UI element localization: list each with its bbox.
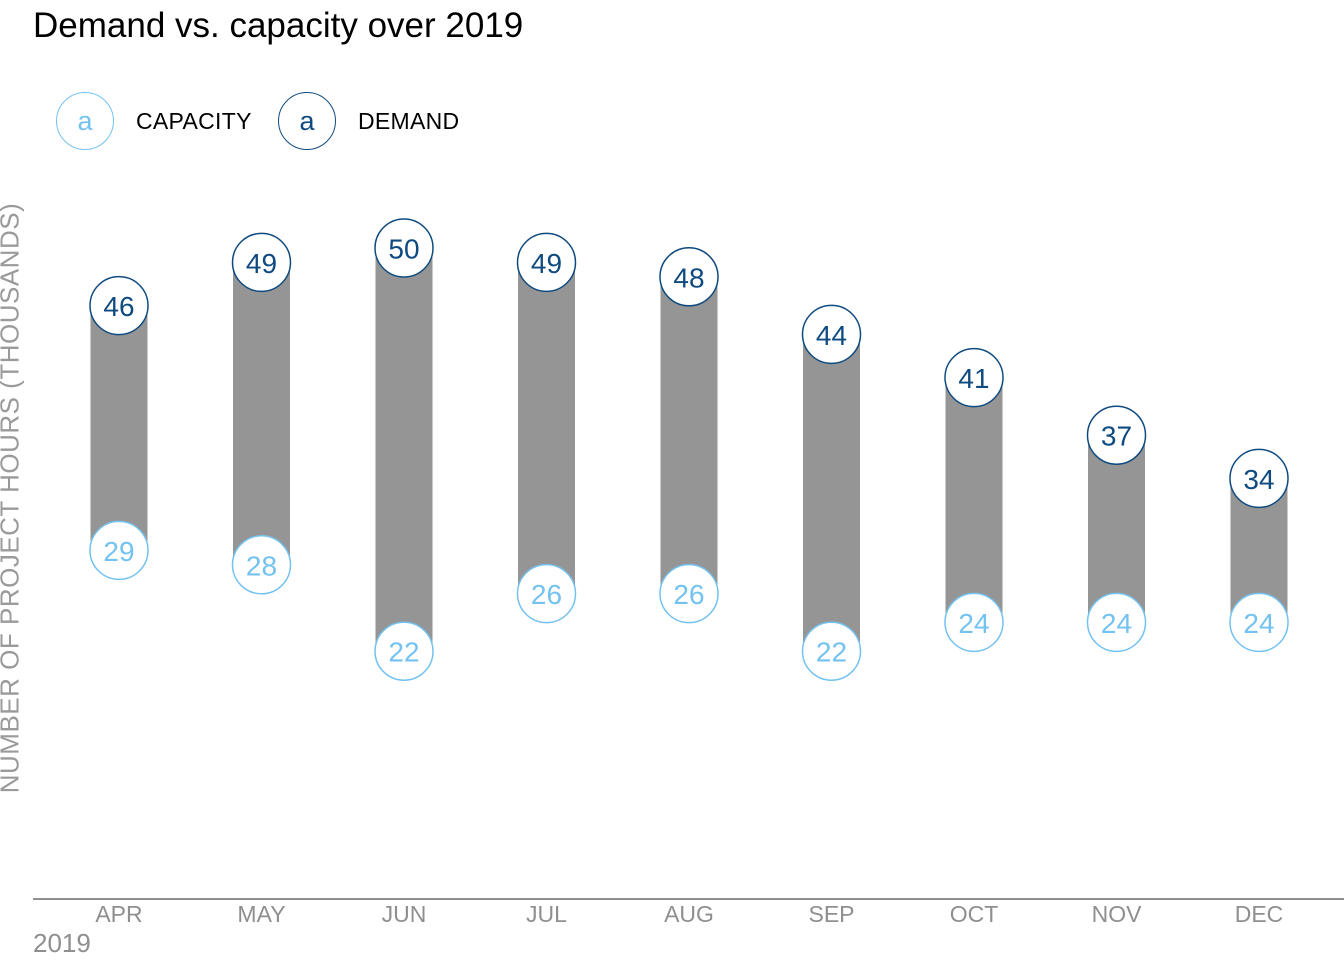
demand-value-label: 50 (388, 234, 419, 265)
legend-swatch-capacity: a (56, 92, 114, 150)
demand-point (1229, 448, 1289, 509)
x-tick-label: DEC (1235, 901, 1284, 927)
x-axis-year-label: 2019 (33, 928, 91, 958)
capacity-point (516, 563, 577, 624)
demand-value-label: 48 (673, 262, 704, 293)
chart-title: Demand vs. capacity over 2019 (33, 6, 524, 45)
demand-point (374, 218, 434, 278)
x-tick-label: MAY (237, 901, 285, 927)
legend-item-capacity: a CAPACITY (56, 91, 252, 151)
demand-point (944, 347, 1004, 408)
demand-point (89, 275, 149, 336)
demand-value-label: 46 (103, 291, 134, 322)
legend-swatch-demand: a (278, 92, 336, 150)
gap-bar (90, 305, 148, 551)
demand-value-label: 49 (246, 248, 277, 279)
demand-point (659, 247, 719, 307)
capacity-value-label: 22 (388, 637, 419, 668)
x-tick-label: APR (95, 901, 142, 927)
capacity-point (89, 520, 149, 581)
x-tick-label: JUL (526, 901, 567, 927)
capacity-value-label: 24 (1101, 608, 1132, 639)
capacity-value-label: 24 (1243, 608, 1274, 639)
legend-item-demand: a DEMAND (278, 91, 459, 151)
gap-bar (1088, 435, 1145, 623)
capacity-value-label: 26 (673, 579, 704, 610)
capacity-point (1229, 592, 1289, 653)
gap-bar (660, 276, 718, 594)
demand-value-label: 41 (958, 363, 989, 394)
legend-label-capacity: CAPACITY (136, 107, 252, 134)
demand-point (231, 232, 292, 293)
capacity-point (374, 621, 434, 681)
demand-value-label: 34 (1243, 464, 1274, 495)
capacity-value-label: 26 (531, 579, 562, 610)
x-tick-label: OCT (950, 901, 999, 927)
demand-value-label: 37 (1101, 421, 1132, 452)
demand-value-label: 44 (816, 320, 847, 351)
capacity-value-label: 28 (246, 550, 277, 581)
legend-label-demand: DEMAND (358, 107, 460, 134)
capacity-point (231, 535, 292, 595)
gap-bar (945, 377, 1003, 623)
gap-bar (375, 248, 433, 652)
gap-bar (518, 262, 575, 594)
demand-point (1086, 405, 1147, 465)
capacity-value-label: 24 (958, 608, 989, 639)
capacity-point (944, 592, 1004, 653)
capacity-point (801, 621, 862, 681)
demand-point (801, 304, 862, 365)
x-tick-label: JUN (382, 901, 427, 927)
gap-bar (803, 334, 860, 652)
x-tick-label: NOV (1092, 901, 1143, 927)
gap-bar (233, 262, 290, 565)
capacity-value-label: 22 (816, 637, 847, 668)
x-tick-label: SEP (808, 901, 854, 927)
capacity-point (659, 563, 719, 624)
capacity-value-label: 29 (103, 536, 134, 567)
capacity-point (1086, 592, 1147, 653)
demand-point (516, 232, 577, 293)
x-tick-label: AUG (664, 901, 714, 927)
demand-value-label: 49 (531, 248, 562, 279)
